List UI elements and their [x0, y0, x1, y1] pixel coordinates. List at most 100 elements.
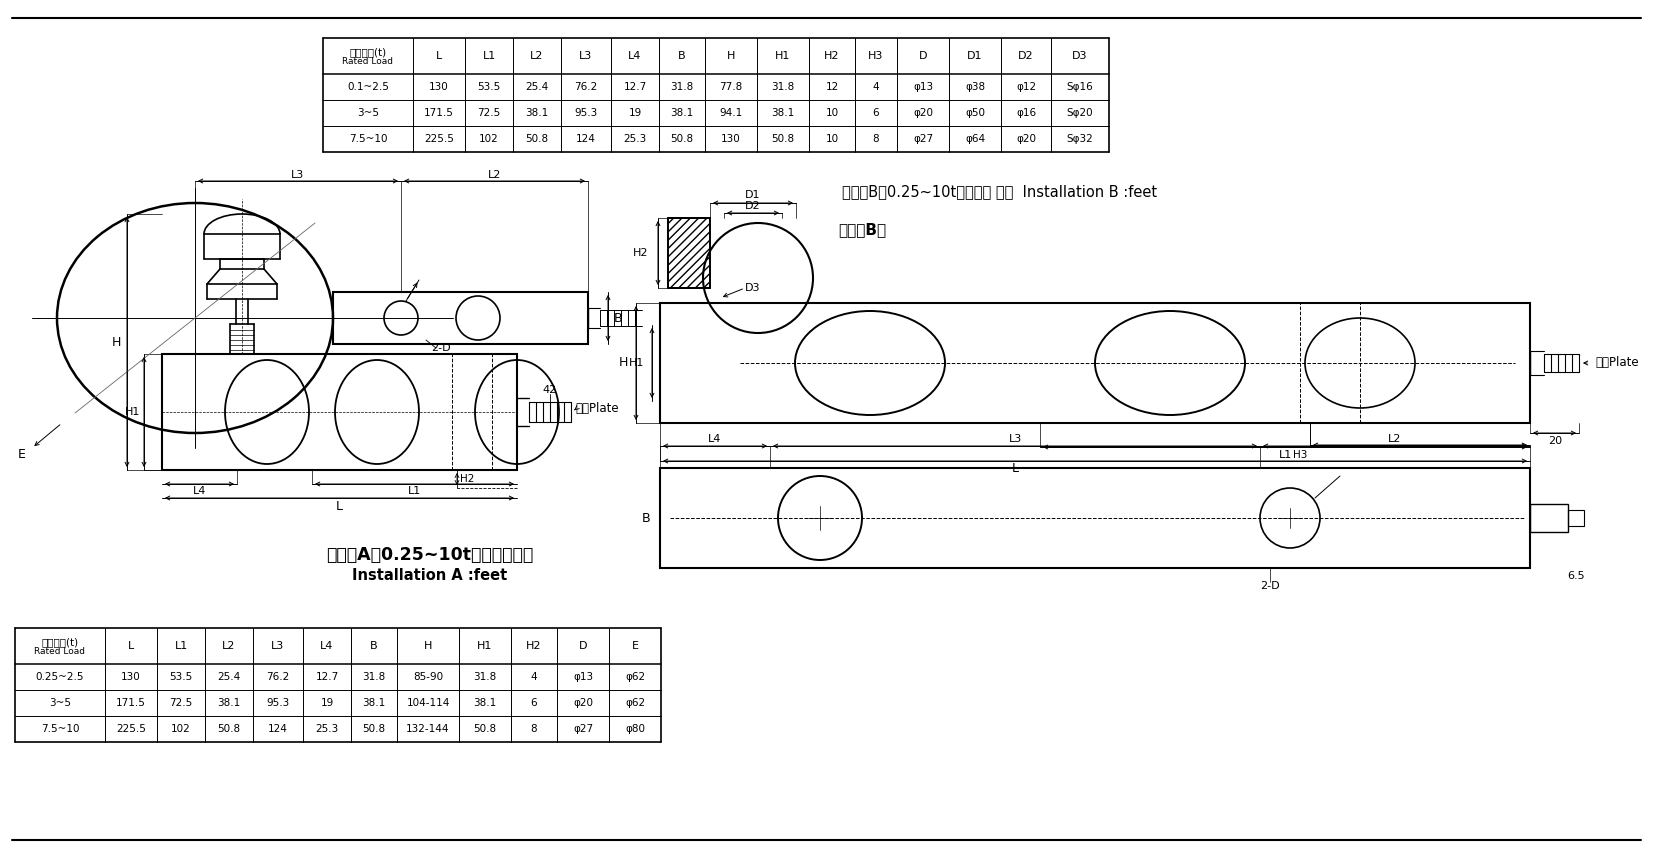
- Text: 102: 102: [479, 134, 499, 144]
- Text: Installation A :feet: Installation A :feet: [352, 567, 507, 583]
- Text: 42: 42: [542, 385, 557, 395]
- Text: H1: H1: [124, 407, 141, 417]
- Text: L3: L3: [291, 170, 304, 180]
- Text: 171.5: 171.5: [116, 698, 145, 708]
- Text: L1: L1: [483, 51, 496, 61]
- Text: φ38: φ38: [965, 82, 985, 92]
- Text: Rated Load: Rated Load: [342, 57, 393, 65]
- Text: 94.1: 94.1: [719, 108, 742, 118]
- Text: 0.25~2.5: 0.25~2.5: [36, 672, 84, 682]
- Text: φ20: φ20: [912, 108, 932, 118]
- Text: φ13: φ13: [912, 82, 932, 92]
- Text: 0.1~2.5: 0.1~2.5: [347, 82, 388, 92]
- Text: L1: L1: [174, 641, 188, 651]
- Text: L3: L3: [1008, 434, 1022, 444]
- Bar: [668, 218, 711, 288]
- Text: B: B: [370, 641, 379, 651]
- Text: Sφ16: Sφ16: [1066, 82, 1093, 92]
- Text: φ13: φ13: [574, 672, 593, 682]
- Text: 38.1: 38.1: [526, 108, 549, 118]
- Text: 225.5: 225.5: [116, 724, 145, 734]
- Text: 垫片Plate: 垫片Plate: [1595, 357, 1638, 370]
- Text: 10: 10: [825, 134, 838, 144]
- Text: 12.7: 12.7: [316, 672, 339, 682]
- Text: 12: 12: [825, 82, 838, 92]
- Text: L2: L2: [531, 51, 544, 61]
- Text: φ20: φ20: [1017, 134, 1036, 144]
- Text: 31.8: 31.8: [362, 672, 385, 682]
- Text: φ20: φ20: [574, 698, 593, 708]
- Text: 132-144: 132-144: [407, 724, 450, 734]
- Text: 垫片Plate: 垫片Plate: [575, 402, 618, 414]
- Text: 38.1: 38.1: [671, 108, 694, 118]
- Text: φ62: φ62: [625, 698, 645, 708]
- Text: 6.5: 6.5: [1567, 571, 1585, 581]
- Text: L3: L3: [579, 51, 593, 61]
- Text: 8: 8: [531, 724, 537, 734]
- Text: φ62: φ62: [625, 672, 645, 682]
- Text: φ80: φ80: [625, 724, 645, 734]
- Text: 225.5: 225.5: [425, 134, 455, 144]
- Text: 130: 130: [121, 672, 141, 682]
- Text: L2: L2: [222, 641, 236, 651]
- Text: 总装（B）0.25~10t钢球压头 附件  Installation B :feet: 总装（B）0.25~10t钢球压头 附件 Installation B :fee…: [843, 184, 1157, 200]
- Text: 76.2: 76.2: [574, 82, 598, 92]
- Text: φ27: φ27: [574, 724, 593, 734]
- Text: L4: L4: [193, 486, 207, 496]
- Text: 额定载荷(t): 额定载荷(t): [349, 47, 387, 57]
- Bar: [162, 354, 517, 470]
- Text: 8: 8: [873, 134, 879, 144]
- Text: 7.5~10: 7.5~10: [41, 724, 79, 734]
- Text: 102: 102: [172, 724, 190, 734]
- Text: 总装（B）: 总装（B）: [838, 222, 886, 238]
- Text: 25.3: 25.3: [623, 134, 646, 144]
- Text: 130: 130: [721, 134, 741, 144]
- Text: 3~5: 3~5: [50, 698, 71, 708]
- Text: 50.8: 50.8: [473, 724, 496, 734]
- Text: 10: 10: [825, 108, 838, 118]
- Text: 50.8: 50.8: [362, 724, 385, 734]
- Text: Rated Load: Rated Load: [35, 646, 86, 656]
- Text: H2: H2: [633, 248, 648, 258]
- Text: H: H: [423, 641, 431, 651]
- Text: 31.8: 31.8: [671, 82, 694, 92]
- Text: 3~5: 3~5: [357, 108, 379, 118]
- Text: 25.4: 25.4: [526, 82, 549, 92]
- Text: H3: H3: [868, 51, 884, 61]
- Text: H2: H2: [825, 51, 840, 61]
- Text: B: B: [678, 51, 686, 61]
- Text: 95.3: 95.3: [266, 698, 289, 708]
- Text: L: L: [127, 641, 134, 651]
- Text: Sφ32: Sφ32: [1066, 134, 1093, 144]
- Text: 4: 4: [531, 672, 537, 682]
- Text: 50.8: 50.8: [218, 724, 241, 734]
- Text: D: D: [579, 641, 587, 651]
- Text: E: E: [631, 641, 638, 651]
- Text: H1: H1: [628, 358, 645, 368]
- Text: 124: 124: [575, 134, 597, 144]
- Text: 20: 20: [1547, 436, 1562, 446]
- Text: 2-D: 2-D: [1260, 581, 1279, 591]
- Text: 31.8: 31.8: [473, 672, 496, 682]
- Text: 总装（A）0.25~10t活动压头附件: 总装（A）0.25~10t活动压头附件: [326, 546, 534, 564]
- Text: 38.1: 38.1: [218, 698, 241, 708]
- Text: D1: D1: [746, 190, 760, 200]
- Text: φ27: φ27: [912, 134, 932, 144]
- Text: H3: H3: [1293, 450, 1308, 460]
- Text: 104-114: 104-114: [407, 698, 450, 708]
- Text: 38.1: 38.1: [362, 698, 385, 708]
- Text: φ12: φ12: [1017, 82, 1036, 92]
- Text: 50.8: 50.8: [671, 134, 694, 144]
- Text: L3: L3: [271, 641, 284, 651]
- Text: 12.7: 12.7: [623, 82, 646, 92]
- Text: B: B: [613, 311, 623, 324]
- Text: 53.5: 53.5: [169, 672, 193, 682]
- Text: 19: 19: [628, 108, 641, 118]
- Text: L1: L1: [1278, 450, 1291, 460]
- Bar: [668, 218, 711, 288]
- Text: D3: D3: [1073, 51, 1088, 61]
- Text: 72.5: 72.5: [478, 108, 501, 118]
- Text: D: D: [919, 51, 927, 61]
- Text: 130: 130: [430, 82, 450, 92]
- Text: 50.8: 50.8: [772, 134, 795, 144]
